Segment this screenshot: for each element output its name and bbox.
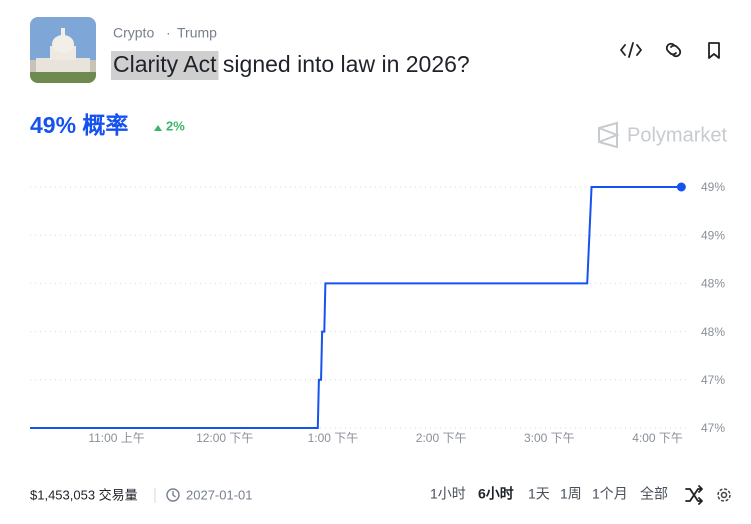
y-tick-label: 49%	[701, 180, 725, 194]
title-highlight	[111, 51, 219, 80]
x-tick-label: 1:00 下午	[308, 431, 359, 445]
y-tick-label: 47%	[701, 421, 725, 435]
range-button[interactable]: 全部	[640, 486, 668, 502]
brand-logo	[598, 121, 620, 149]
embed-button[interactable]	[620, 42, 642, 58]
x-tick-label: 3:00 下午	[524, 431, 575, 445]
end-date: 2027-01-01	[186, 487, 253, 502]
range-button[interactable]: 1周	[560, 486, 582, 502]
x-tick-label: 12:00 下午	[196, 431, 253, 445]
link-button[interactable]	[665, 42, 682, 58]
shuffle-button[interactable]	[685, 485, 703, 505]
range-button[interactable]: 1天	[528, 486, 550, 502]
range-button[interactable]: 1小时	[430, 486, 466, 502]
probability: 49% 概率	[30, 112, 128, 138]
title-highlight-text: Clarity Act	[113, 51, 217, 77]
volume: $1,453,053 交易量	[30, 487, 138, 502]
y-tick-label: 48%	[701, 277, 725, 291]
title: Clarity Act signed into law in 2026?	[113, 51, 470, 77]
x-tick-label: 4:00 下午	[632, 431, 683, 445]
x-tick-label: 11:00 上午	[88, 431, 144, 445]
separator: ·	[166, 25, 171, 41]
bookmark-button[interactable]	[708, 42, 720, 59]
settings-button[interactable]	[717, 488, 731, 502]
tag[interactable]: Trump	[177, 25, 217, 41]
range-button[interactable]: 6小时	[478, 486, 514, 502]
change-arrow	[154, 125, 162, 131]
title-text: signed into law in 2026?	[217, 51, 470, 77]
clock-icon	[166, 488, 180, 502]
x-tick-label: 2:00 下午	[416, 431, 467, 445]
y-tick-label: 49%	[701, 228, 725, 242]
range-button[interactable]: 1个月	[592, 486, 628, 502]
y-tick-label: 47%	[701, 373, 725, 387]
tag[interactable]: Crypto	[113, 25, 154, 41]
market-image	[30, 17, 96, 83]
end-point	[676, 182, 686, 192]
y-tick-label: 48%	[701, 325, 725, 339]
brand: Polymarket	[627, 124, 727, 146]
change: 2%	[166, 118, 185, 133]
series-line	[30, 186, 682, 429]
